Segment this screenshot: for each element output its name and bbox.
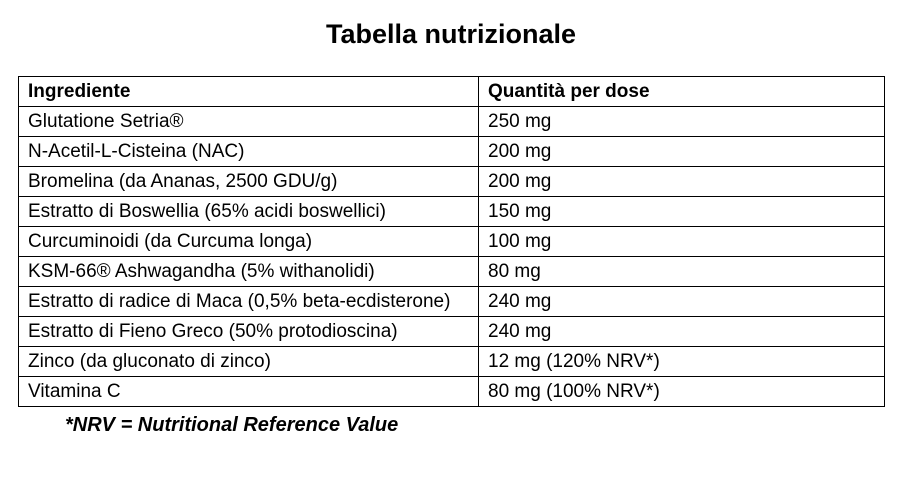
quantity-cell: 200 mg [478,166,885,197]
ingredient-cell: Curcuminoidi (da Curcuma longa) [18,226,479,257]
ingredient-cell: Glutatione Setria® [18,106,479,137]
table-row: Vitamina C 80 mg (100% NRV*) [18,376,885,407]
quantity-cell: 200 mg [478,136,885,167]
table-header-row: Ingrediente Quantità per dose [18,76,885,107]
ingredient-cell: Bromelina (da Ananas, 2500 GDU/g) [18,166,479,197]
quantity-cell: 240 mg [478,316,885,347]
table-row: Estratto di Fieno Greco (50% protodiosci… [18,316,885,347]
ingredient-cell: Estratto di Boswellia (65% acidi boswell… [18,196,479,227]
ingredient-cell: KSM-66® Ashwagandha (5% withanolidi) [18,256,479,287]
table-row: Estratto di Boswellia (65% acidi boswell… [18,196,885,227]
column-header-quantity: Quantità per dose [478,76,885,107]
ingredient-cell: Estratto di Fieno Greco (50% protodiosci… [18,316,479,347]
ingredient-cell: N-Acetil-L-Cisteina (NAC) [18,136,479,167]
ingredient-cell: Zinco (da gluconato di zinco) [18,346,479,377]
quantity-cell: 80 mg [478,256,885,287]
ingredient-cell: Vitamina C [18,376,479,407]
quantity-cell: 150 mg [478,196,885,227]
column-header-ingredient: Ingrediente [18,76,479,107]
table-row: Glutatione Setria® 250 mg [18,106,885,137]
nutrition-table: Ingrediente Quantità per dose Glutatione… [18,76,885,407]
nrv-footnote: *NRV = Nutritional Reference Value [65,414,399,436]
table-row: Zinco (da gluconato di zinco) 12 mg (120… [18,346,885,377]
quantity-cell: 250 mg [478,106,885,137]
quantity-cell: 240 mg [478,286,885,317]
ingredient-cell: Estratto di radice di Maca (0,5% beta-ec… [18,286,479,317]
quantity-cell: 100 mg [478,226,885,257]
table-row: KSM-66® Ashwagandha (5% withanolidi) 80 … [18,256,885,287]
table-row: N-Acetil-L-Cisteina (NAC) 200 mg [18,136,885,167]
table-row: Estratto di radice di Maca (0,5% beta-ec… [18,286,885,317]
table-row: Curcuminoidi (da Curcuma longa) 100 mg [18,226,885,257]
table-row: Bromelina (da Ananas, 2500 GDU/g) 200 mg [18,166,885,197]
page-title: Tabella nutrizionale [325,19,577,49]
quantity-cell: 80 mg (100% NRV*) [478,376,885,407]
quantity-cell: 12 mg (120% NRV*) [478,346,885,377]
